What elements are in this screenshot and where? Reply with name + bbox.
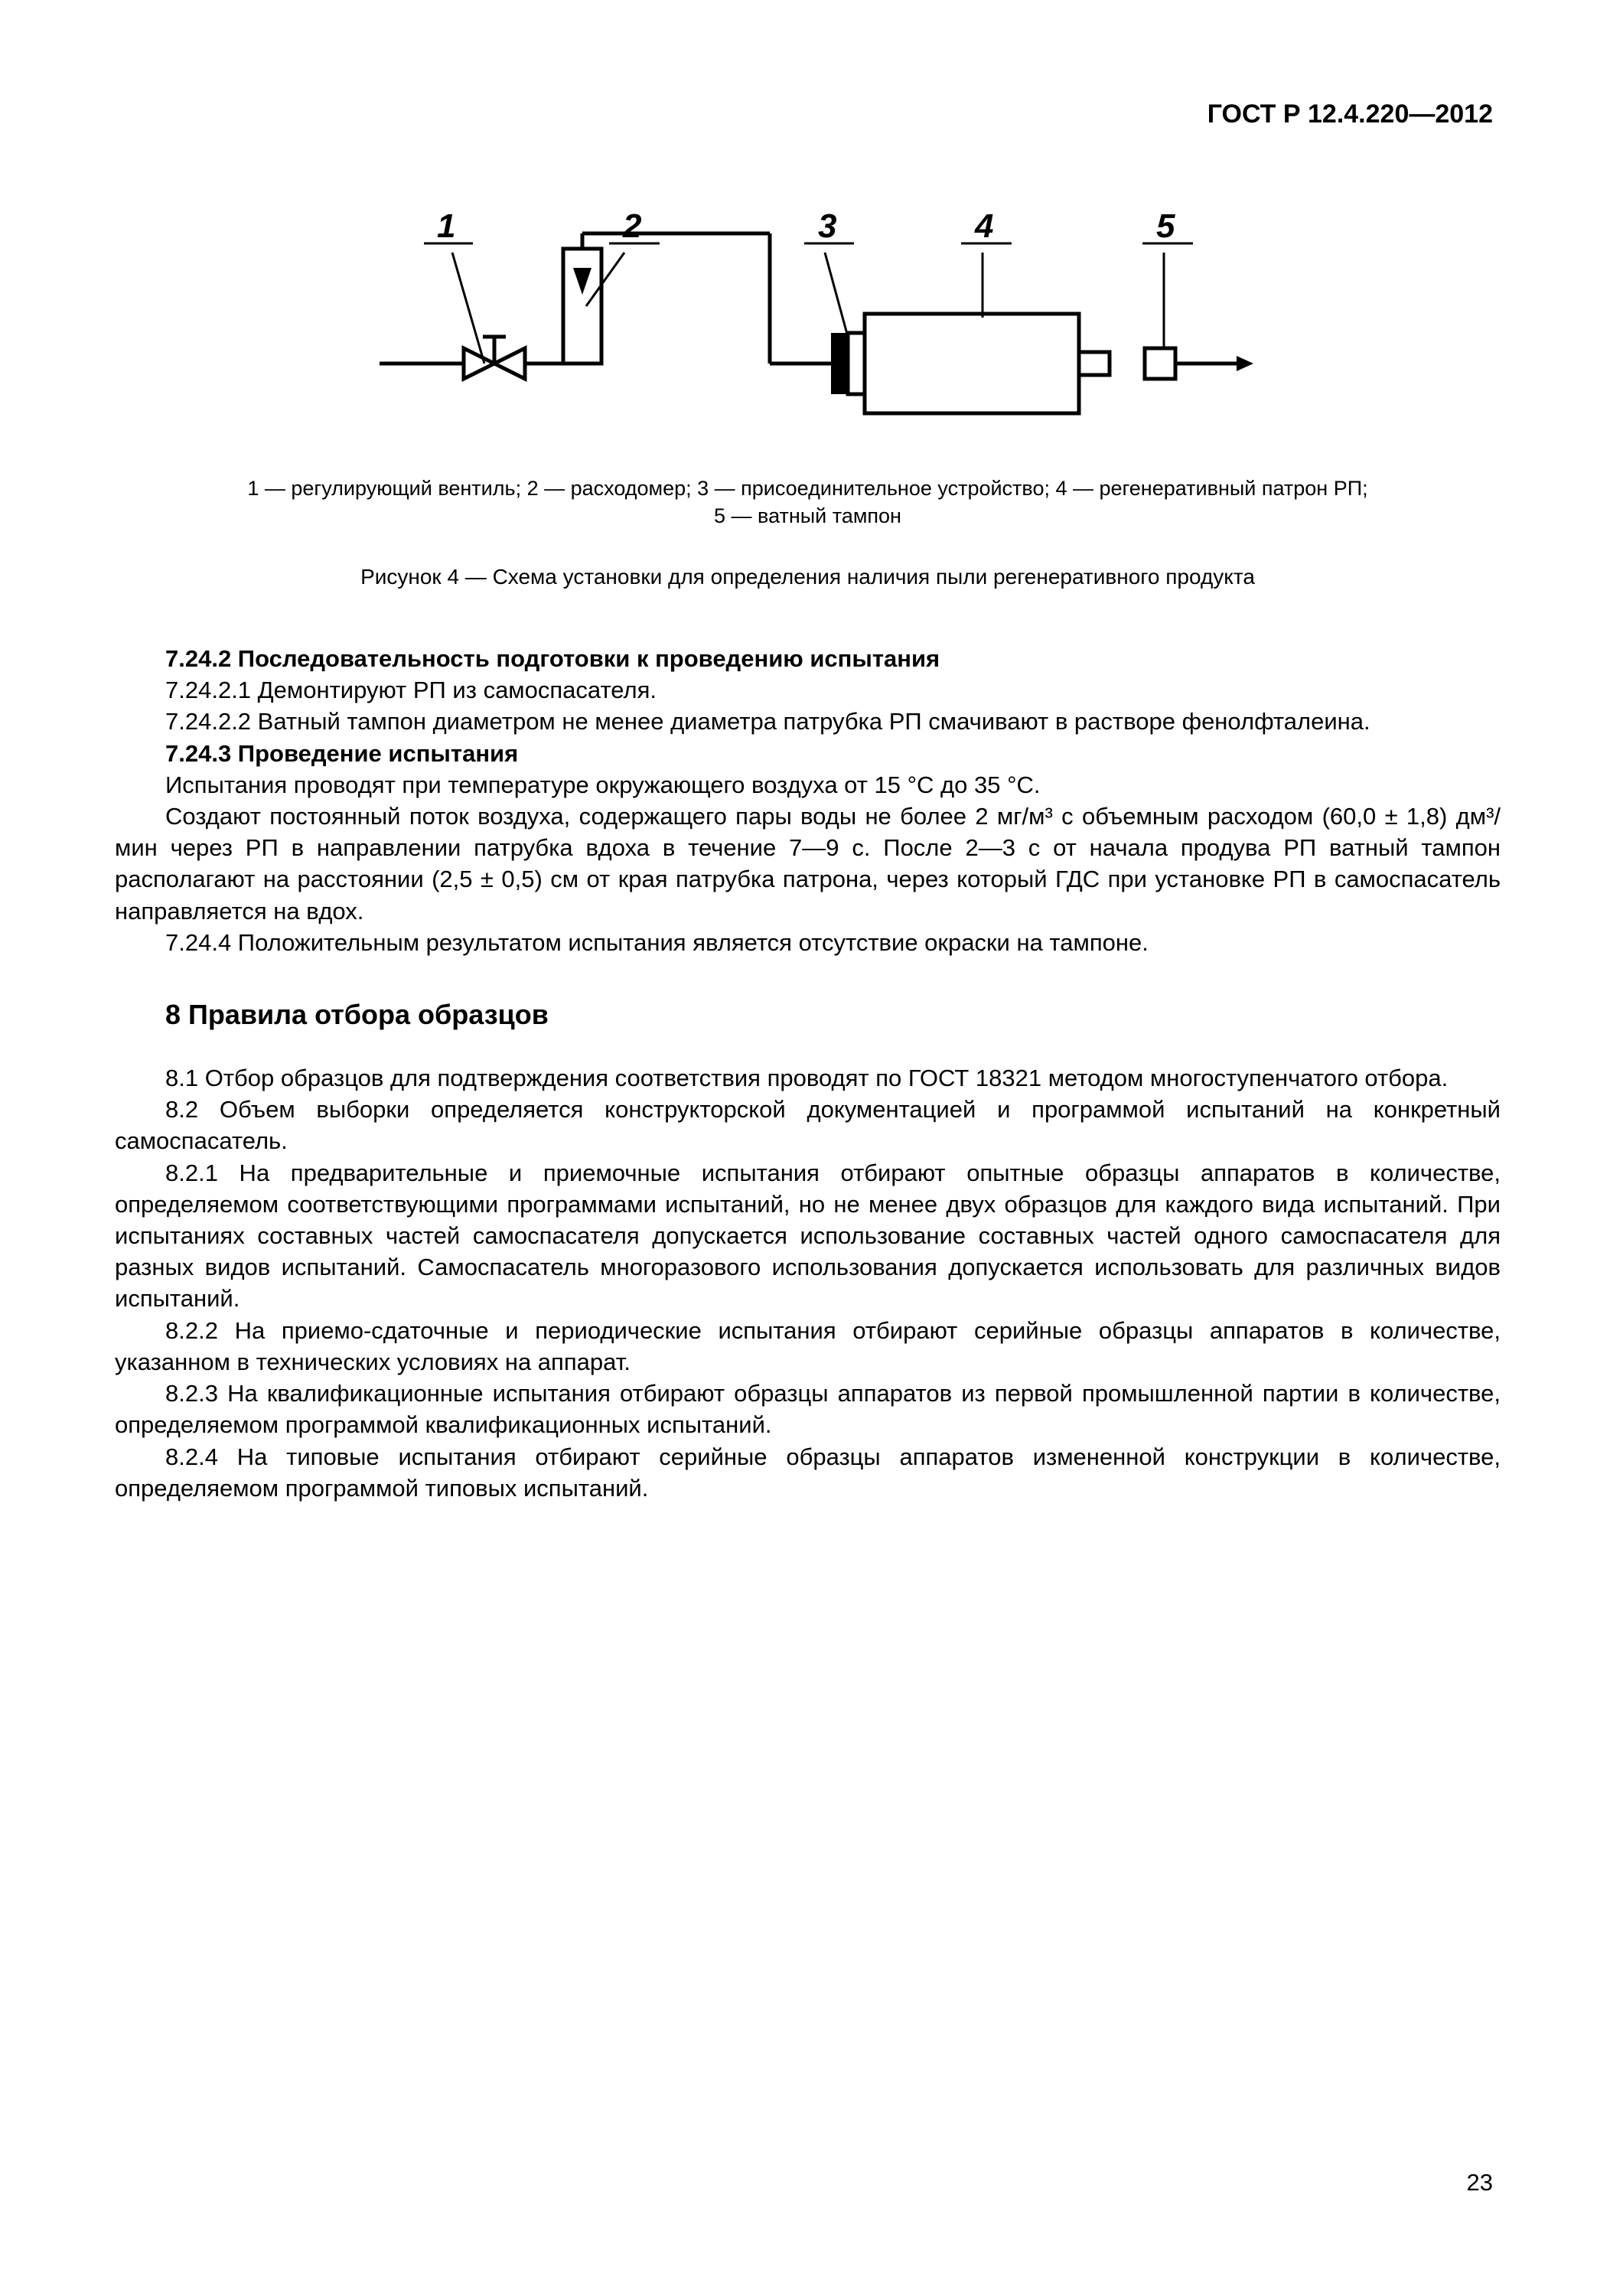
para-8-2: 8.2 Объем выборки определяется конструкт… [115,1094,1501,1156]
para-8-2-3: 8.2.3 На квалификационные испытания отби… [115,1378,1501,1440]
para-8-2-1: 8.2.1 На предварительные и приемочные ис… [115,1157,1501,1315]
para-7-24-4: 7.24.4 Положительным результатом испытан… [115,927,1501,958]
para-8-2-2: 8.2.2 На приемо-сдаточные и периодически… [115,1315,1501,1378]
callout-2: 2 [622,207,642,245]
figure-caption: Рисунок 4 — Схема установки для определе… [115,565,1501,589]
legend-line-1: 1 — регулирующий вентиль; 2 — расходомер… [115,475,1501,502]
legend-line-2: 5 — ватный тампон [115,502,1501,530]
para-8-1: 8.1 Отбор образцов для подтверждения соо… [115,1062,1501,1094]
para-7-24-2-2: 7.24.2.2 Ватный тампон диаметром не мене… [115,706,1501,737]
heading-8: 8 Правила отбора образцов [115,996,1501,1033]
callout-1: 1 [437,207,455,245]
callout-3: 3 [818,207,836,245]
para-8-2-4: 8.2.4 На типовые испытания отбирают сери… [115,1441,1501,1504]
para-7-24-3-a: Испытания проводят при температуре окруж… [115,769,1501,801]
callout-5: 5 [1156,207,1175,245]
callout-4: 4 [974,207,993,245]
figure-4: 1 2 3 4 5 1 — регулирующий вентиль; 2 — … [115,191,1501,589]
page-number: 23 [1467,2169,1493,2197]
page: ГОСТ Р 12.4.220—2012 [0,0,1623,2296]
figure-legend: 1 — регулирующий вентиль; 2 — расходомер… [115,475,1501,530]
heading-7-24-3: 7.24.3 Проведение испытания [115,738,1501,769]
para-7-24-2-1: 7.24.2.1 Демонтируют РП из самоспасателя… [115,674,1501,706]
standard-header: ГОСТ Р 12.4.220—2012 [1207,99,1493,129]
body-text: 7.24.2 Последовательность подготовки к п… [115,643,1501,1504]
para-7-24-3-b: Создают постоянный поток воздуха, содерж… [115,801,1501,927]
schematic-diagram: 1 2 3 4 5 [357,191,1260,444]
heading-7-24-2: 7.24.2 Последовательность подготовки к п… [115,643,1501,674]
